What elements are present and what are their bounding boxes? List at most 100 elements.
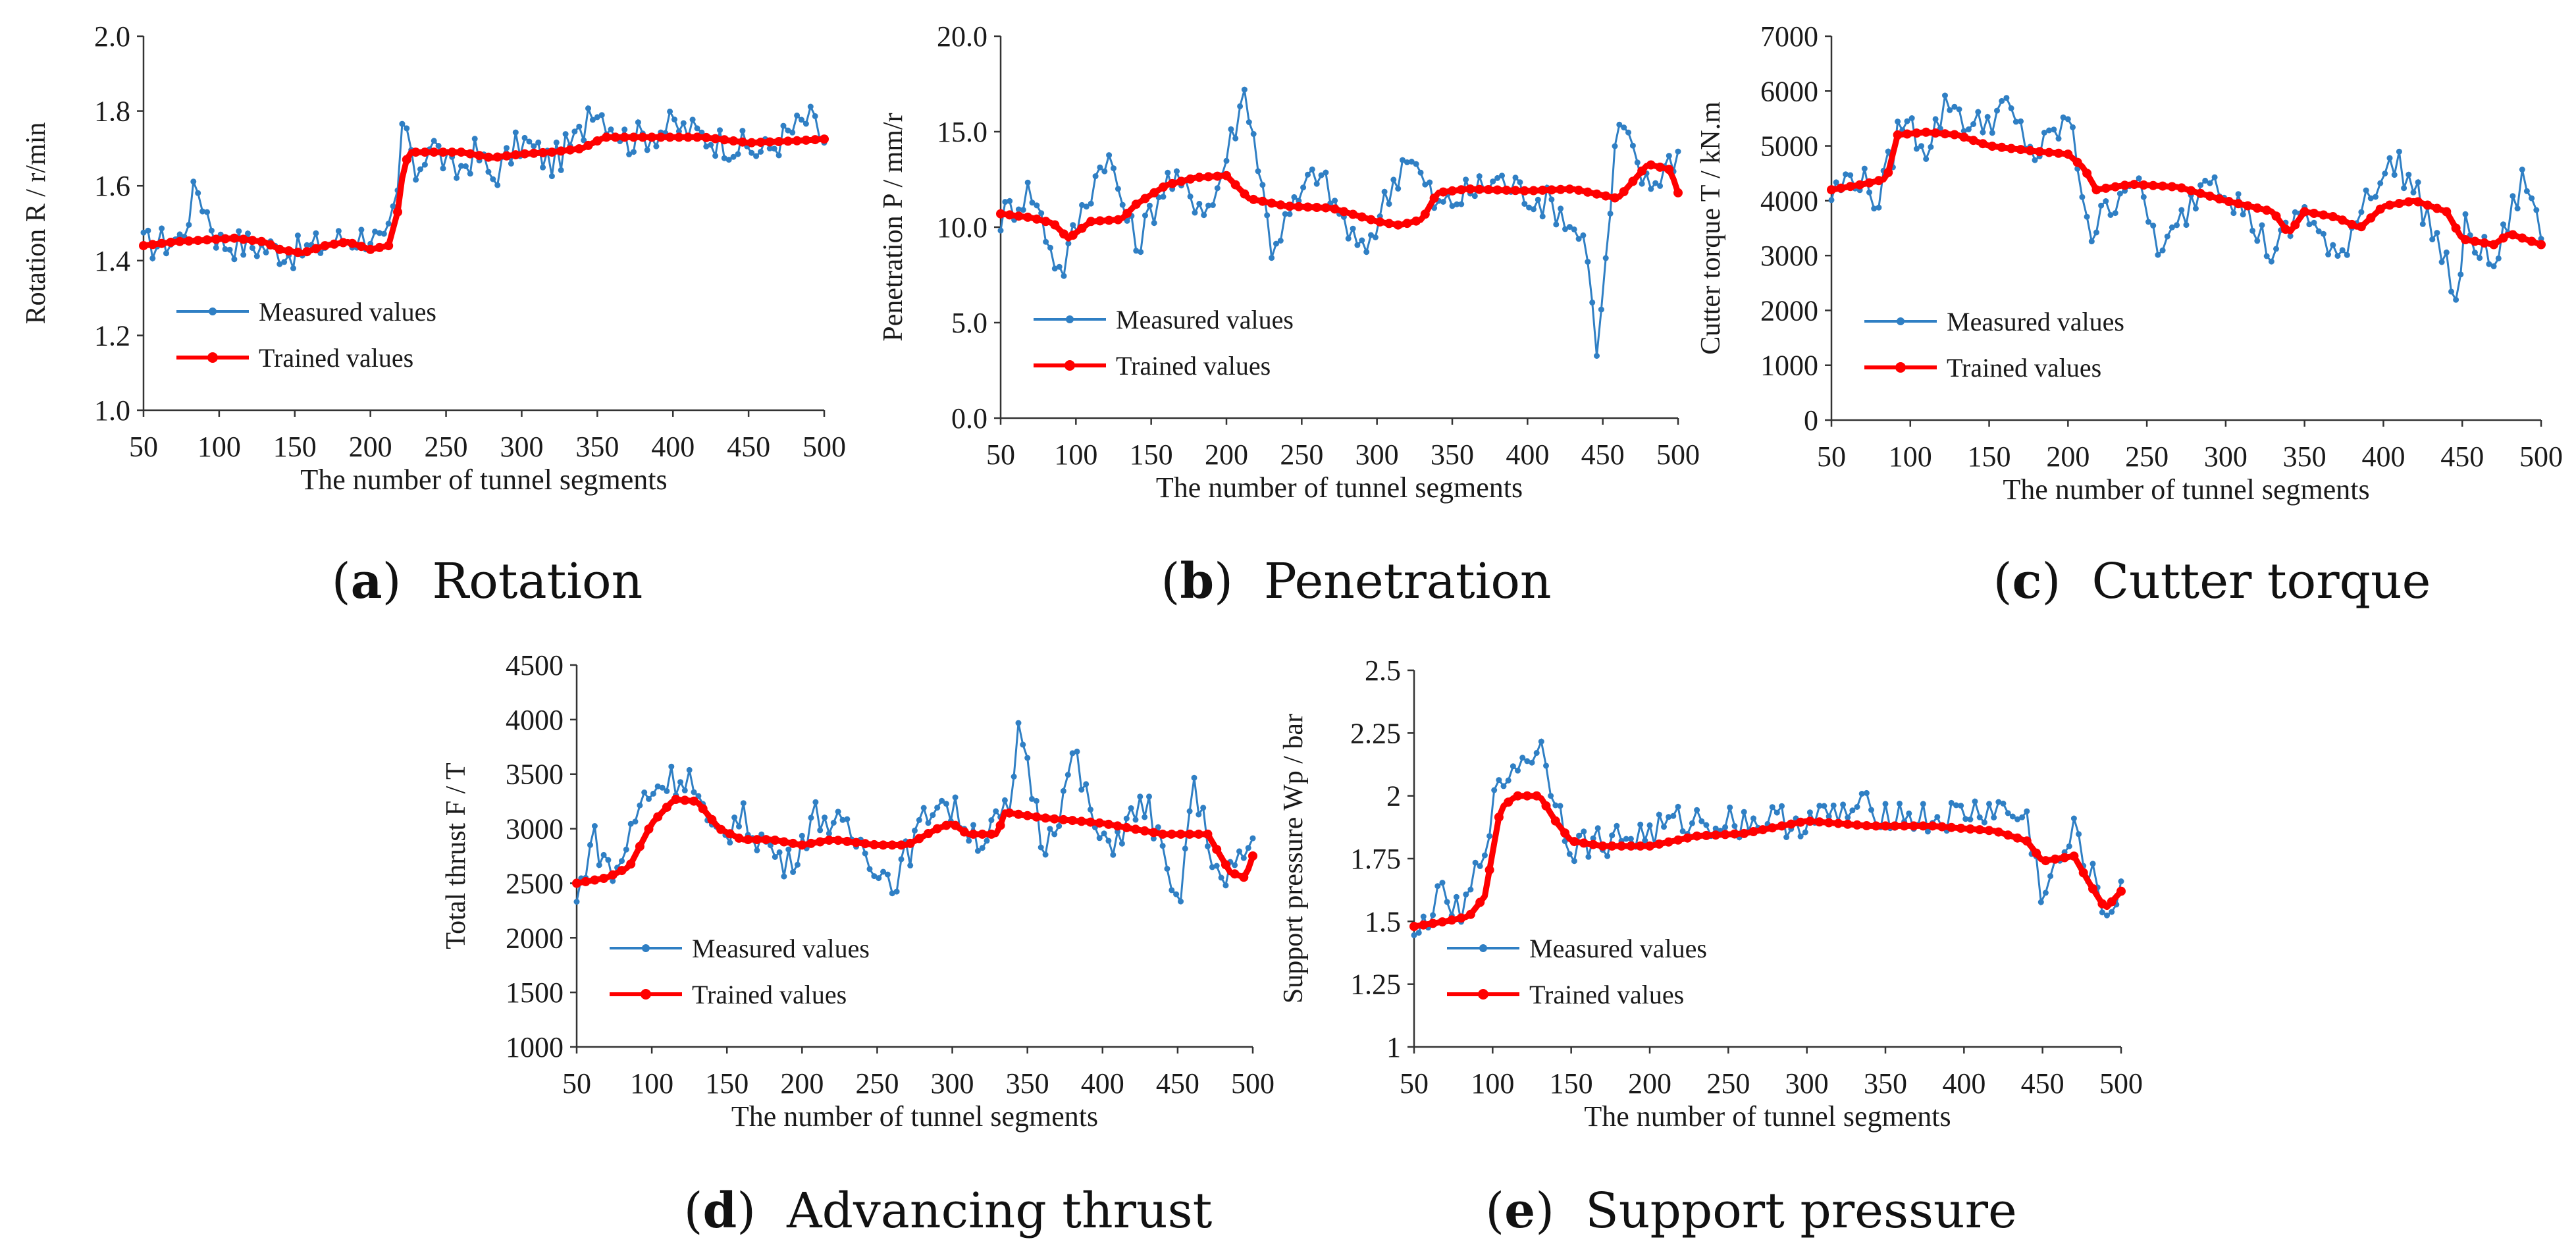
x-tick-label: 300 xyxy=(1785,1067,1829,1100)
caption-c: (c) Cutter torque xyxy=(1993,553,2431,610)
y-tick-label: 2000 xyxy=(1760,294,1818,327)
trained-point xyxy=(1086,817,1095,827)
measured-point xyxy=(1548,196,1555,203)
measured-point xyxy=(2174,222,2180,228)
trained-point xyxy=(924,829,933,838)
trained-point xyxy=(1077,223,1087,233)
measured-point xyxy=(681,787,688,793)
trained-point xyxy=(1176,829,1186,839)
measured-point xyxy=(680,120,687,126)
measured-point xyxy=(1797,833,1804,840)
y-tick-label: 2000 xyxy=(506,922,564,954)
measured-point xyxy=(1703,822,1710,828)
trained-point xyxy=(1384,219,1394,228)
measured-point xyxy=(2311,219,2317,226)
measured-point xyxy=(490,176,496,182)
measured-point xyxy=(1960,128,1967,134)
trained-point xyxy=(1853,820,1862,830)
x-tick-label: 350 xyxy=(1006,1067,1049,1100)
trained-point xyxy=(1240,189,1249,199)
trained-point xyxy=(1583,187,1592,197)
measured-point xyxy=(1146,202,1153,209)
measured-point xyxy=(1538,738,1544,745)
measured-point xyxy=(785,846,792,853)
measured-point xyxy=(912,827,918,834)
trained-point xyxy=(1739,828,1749,838)
measured-point xyxy=(1585,853,1592,860)
trained-point xyxy=(1411,216,1421,226)
measured-point xyxy=(689,117,696,123)
trained-point xyxy=(897,840,906,850)
measured-point xyxy=(535,139,542,146)
trained-point xyxy=(1122,822,1132,832)
measured-point xyxy=(789,129,796,136)
measured-point xyxy=(1151,220,1157,227)
trained-point xyxy=(1402,219,1412,228)
trained-point xyxy=(1249,194,1259,204)
trained-point xyxy=(529,148,539,158)
x-tick-label: 400 xyxy=(1081,1067,1124,1100)
trained-point xyxy=(1893,130,1903,140)
measured-point xyxy=(1571,858,1577,865)
measured-point xyxy=(1051,265,1058,272)
measured-point xyxy=(626,151,633,157)
measured-point xyxy=(1213,863,1220,869)
measured-point xyxy=(1390,176,1397,183)
trained-point xyxy=(238,234,248,244)
measured-point xyxy=(245,230,251,237)
trained-point xyxy=(1550,816,1560,826)
measured-point xyxy=(1505,777,1511,784)
measured-point xyxy=(2202,177,2209,184)
trained-series-line xyxy=(1831,129,2542,248)
trained-point xyxy=(2167,182,2177,192)
measured-point xyxy=(1074,748,1080,755)
measured-point xyxy=(281,259,288,265)
measured-point xyxy=(1088,807,1093,813)
trained-point xyxy=(914,834,924,843)
measured-point xyxy=(1240,855,1247,861)
measured-point xyxy=(1980,129,1986,136)
trained-point xyxy=(1059,814,1068,824)
trained-point xyxy=(2537,240,2546,250)
measured-point xyxy=(1246,119,1252,125)
trained-point xyxy=(610,132,620,142)
trained-point xyxy=(465,149,475,159)
measured-point xyxy=(731,814,738,820)
trained-point xyxy=(2508,230,2517,240)
measured-point xyxy=(1594,825,1601,832)
measured-point xyxy=(627,820,634,827)
measured-point xyxy=(1882,801,1889,807)
trained-point xyxy=(1285,201,1294,211)
panel-c-cutter-torque-chart: 0 1000 2000 3000 4000 5000 6000 7000 50 100 150 200… xyxy=(1696,20,2563,506)
trained-point xyxy=(511,150,521,160)
trained-point xyxy=(1428,919,1438,928)
trained-point xyxy=(1654,839,1664,849)
measured-point xyxy=(1282,211,1288,217)
measured-point xyxy=(1142,212,1148,219)
trained-point xyxy=(1312,203,1322,212)
x-tick-label: 500 xyxy=(1231,1067,1275,1100)
measured-point xyxy=(1828,197,1835,203)
measured-point xyxy=(1222,882,1229,889)
trained-point xyxy=(1420,209,1430,219)
trained-point xyxy=(2003,830,2013,840)
panel-a-rotation-chart: 1.0 1.2 1.4 1.6 1.8 2.0 50 100 150 200 250 300 350 40… xyxy=(21,20,846,496)
measured-point xyxy=(2287,233,2294,239)
measured-point xyxy=(1494,174,1501,181)
measured-point xyxy=(1833,179,1839,186)
measured-point xyxy=(2018,118,2024,124)
measured-point xyxy=(812,799,819,805)
measured-point xyxy=(1259,182,1266,188)
measured-point xyxy=(1826,813,1832,820)
trained-point xyxy=(1883,168,1893,177)
measured-point xyxy=(1722,824,1729,830)
measured-point xyxy=(1712,825,1719,832)
measured-point xyxy=(1639,180,1645,187)
measured-point xyxy=(1359,237,1365,244)
trained-point xyxy=(1492,185,1502,195)
measured-point xyxy=(1209,202,1216,208)
measured-point xyxy=(1024,755,1031,761)
trained-point xyxy=(810,135,820,145)
measured-point xyxy=(1146,793,1152,800)
trained-point xyxy=(1560,828,1570,838)
